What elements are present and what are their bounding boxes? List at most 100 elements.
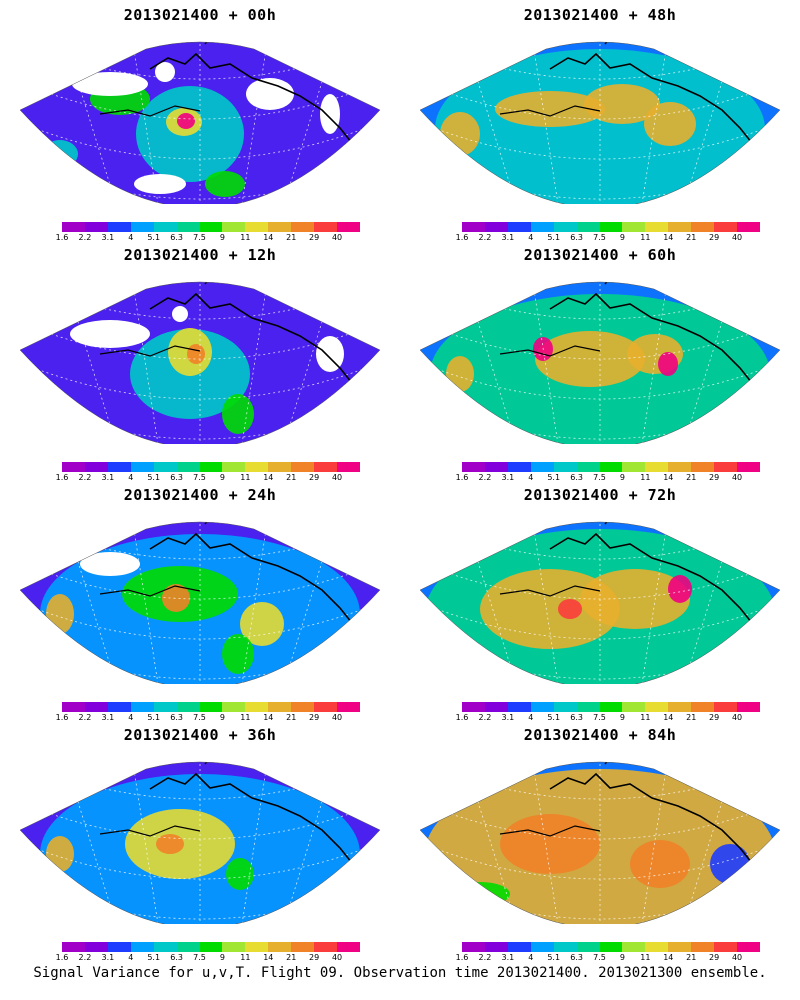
legend-label: 2.2: [478, 473, 492, 482]
legend-swatch: [507, 222, 531, 232]
legend-label: 40: [731, 953, 743, 962]
legend-swatch: [484, 462, 508, 472]
legend-label: 29: [709, 233, 720, 242]
panel-title: 2013021400 + 60h: [523, 246, 677, 264]
signal-variance-map: [19, 281, 381, 444]
map-panel: 2013021400 + 36h 1.6 2.2 3.1 4 5.1 6.3 7.5 9 11 1…: [0, 720, 400, 970]
legend-label: 29: [709, 953, 720, 962]
legend-swatch: [176, 222, 200, 232]
legend-swatch: [107, 462, 131, 472]
legend-swatch: [291, 222, 315, 232]
legend-swatch: [530, 702, 554, 712]
legend-label: 1.6: [55, 953, 69, 962]
legend-label: 2.2: [78, 473, 92, 482]
legend-label: 14: [263, 233, 274, 242]
legend-label: 29: [709, 473, 720, 482]
legend-label: 4: [128, 233, 134, 242]
legend-swatch: [691, 942, 715, 952]
legend-label: 6.3: [170, 953, 183, 962]
legend-swatch: [245, 942, 269, 952]
legend-swatch: [291, 702, 315, 712]
legend-swatch: [530, 462, 554, 472]
legend-swatch: [107, 942, 131, 952]
legend-swatch: [314, 942, 338, 952]
legend-swatch: [314, 222, 338, 232]
color-legend: 1.6 2.2 3.1 4 5.1 6.3 7.5 9 11 14 21 29 40: [56, 222, 360, 242]
panel-title: 2013021400 + 48h: [523, 6, 677, 24]
signal-variance-map: [19, 521, 381, 684]
legend-swatch: [199, 222, 223, 232]
legend-label: 4: [128, 473, 134, 482]
signal-variance-map: [19, 761, 381, 924]
legend-label: 11: [640, 233, 651, 242]
legend-swatch: [130, 702, 154, 712]
legend-swatch: [84, 462, 108, 472]
legend-label: 21: [286, 473, 297, 482]
legend-label: 6.3: [570, 713, 583, 722]
legend-label: 11: [240, 233, 251, 242]
legend-label: 7.5: [593, 233, 606, 242]
legend-swatch: [245, 462, 269, 472]
legend-swatch: [462, 462, 485, 472]
legend-label: 40: [731, 233, 743, 242]
panel-title: 2013021400 + 84h: [523, 726, 677, 744]
legend-label: 6.3: [170, 713, 183, 722]
legend-swatch: [107, 222, 131, 232]
legend-labels: 1.6 2.2 3.1 4 5.1 6.3 7.5 9 11 14 21 29 40: [456, 232, 760, 242]
legend-swatch: [268, 222, 292, 232]
legend-label: 7.5: [593, 473, 606, 482]
legend-label: 3.1: [101, 953, 115, 962]
legend-label: 4: [528, 233, 534, 242]
legend-swatch: [107, 702, 131, 712]
legend-label: 3.1: [101, 473, 115, 482]
legend-swatch: [314, 702, 338, 712]
legend-label: 11: [640, 953, 651, 962]
legend-label: 3.1: [501, 233, 515, 242]
legend-swatch: [337, 462, 360, 472]
color-legend: 1.6 2.2 3.1 4 5.1 6.3 7.5 9 11 14 21 29 40: [456, 942, 760, 962]
legend-label: 5.1: [147, 953, 161, 962]
legend-label: 6.3: [170, 473, 183, 482]
legend-swatch: [645, 462, 669, 472]
legend-labels: 1.6 2.2 3.1 4 5.1 6.3 7.5 9 11 14 21 29 40: [56, 712, 360, 722]
legend-bar: [462, 702, 760, 712]
legend-swatch: [576, 942, 600, 952]
legend-label: 29: [309, 953, 320, 962]
legend-label: 1.6: [455, 713, 469, 722]
legend-label: 40: [731, 713, 743, 722]
signal-variance-map: [419, 41, 781, 204]
legend-label: 21: [686, 953, 697, 962]
legend-bar: [62, 702, 360, 712]
legend-label: 5.1: [147, 233, 161, 242]
legend-label: 6.3: [170, 233, 183, 242]
legend-label: 9: [219, 473, 225, 482]
color-legend: 1.6 2.2 3.1 4 5.1 6.3 7.5 9 11 14 21 29 40: [56, 942, 360, 962]
legend-label: 14: [263, 713, 274, 722]
legend-swatch: [645, 702, 669, 712]
legend-swatch: [530, 222, 554, 232]
legend-label: 7.5: [193, 473, 206, 482]
legend-label: 5.1: [547, 953, 561, 962]
legend-swatch: [62, 222, 85, 232]
legend-swatch: [553, 942, 577, 952]
signal-variance-map: [419, 521, 781, 684]
legend-label: 9: [219, 713, 225, 722]
legend-swatch: [576, 222, 600, 232]
legend-swatch: [84, 702, 108, 712]
legend-swatch: [84, 942, 108, 952]
legend-label: 3.1: [101, 713, 115, 722]
legend-label: 14: [263, 473, 274, 482]
legend-swatch: [599, 702, 623, 712]
legend-label: 1.6: [55, 713, 69, 722]
legend-swatch: [668, 942, 692, 952]
legend-swatch: [222, 222, 246, 232]
legend-swatch: [714, 702, 738, 712]
legend-label: 21: [686, 233, 697, 242]
color-legend: 1.6 2.2 3.1 4 5.1 6.3 7.5 9 11 14 21 29 40: [456, 222, 760, 242]
legend-swatch: [337, 942, 360, 952]
legend-swatch: [84, 222, 108, 232]
legend-swatch: [291, 462, 315, 472]
legend-swatch: [153, 942, 177, 952]
legend-swatch: [668, 222, 692, 232]
legend-label: 9: [619, 473, 625, 482]
